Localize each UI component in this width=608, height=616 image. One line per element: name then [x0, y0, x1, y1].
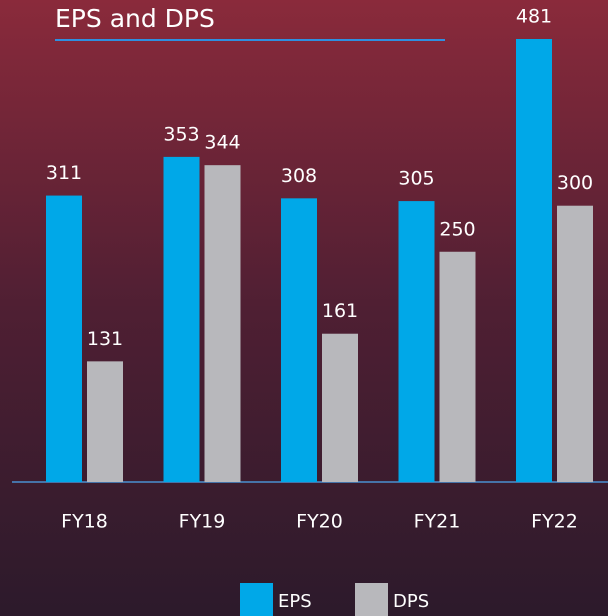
legend-label: DPS	[393, 591, 429, 612]
x-tick-label: FY22	[531, 511, 578, 533]
bar	[46, 195, 82, 482]
bar	[322, 333, 358, 482]
value-label: 131	[87, 328, 123, 350]
bar	[516, 38, 552, 483]
value-label: 311	[46, 162, 82, 184]
value-label: 305	[398, 168, 434, 190]
value-label: 300	[557, 172, 593, 194]
x-tick-label: FY20	[296, 511, 343, 533]
value-label: 250	[439, 218, 475, 240]
bar	[557, 205, 593, 482]
bar	[439, 251, 476, 482]
bar	[398, 201, 435, 482]
value-label: 161	[322, 300, 358, 322]
legend-label: EPS	[278, 591, 312, 612]
bar	[204, 165, 241, 482]
bar	[87, 361, 123, 482]
chart-title: EPS and DPS	[55, 4, 215, 33]
value-label: 308	[281, 165, 317, 187]
bar	[163, 156, 200, 482]
bar	[281, 198, 317, 482]
legend-swatch	[240, 583, 273, 616]
x-tick-label: FY18	[61, 511, 108, 533]
x-tick-label: FY19	[179, 511, 226, 533]
value-label: 481	[516, 5, 552, 27]
value-label: 353	[163, 123, 199, 145]
legend-swatch	[355, 583, 388, 616]
x-tick-label: FY21	[414, 511, 461, 533]
value-label: 344	[204, 132, 240, 154]
